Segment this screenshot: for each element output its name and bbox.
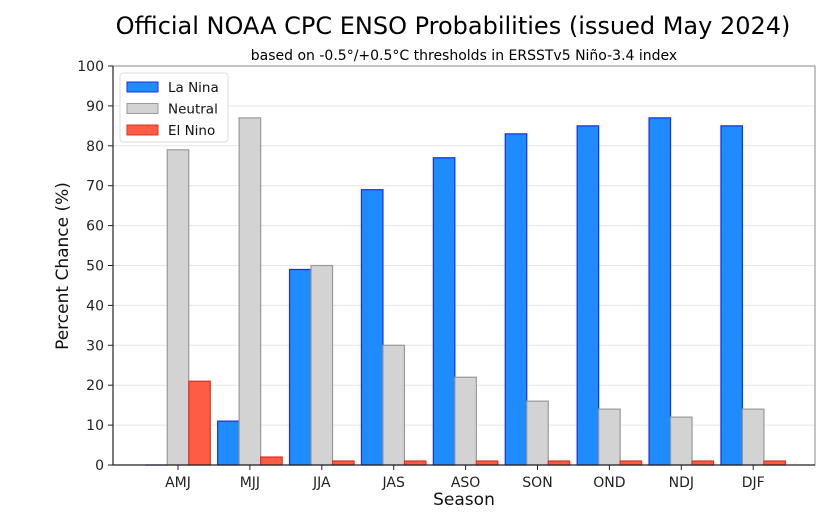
bar-la-nina-jja bbox=[288, 268, 312, 466]
y-axis-ticks: 0 10 20 30 40 50 60 70 80 90 100 bbox=[77, 59, 113, 474]
x-tick-label: SON bbox=[522, 475, 552, 491]
y-tick-label: 20 bbox=[86, 378, 104, 394]
bar-neutral-djf bbox=[741, 408, 765, 466]
y-tick-label: 30 bbox=[86, 338, 104, 354]
y-tick-label: 10 bbox=[86, 418, 104, 434]
bar-el-nino-amj bbox=[188, 380, 211, 466]
y-tick-label: 60 bbox=[86, 219, 104, 235]
bar-el-nino-mjj bbox=[260, 456, 283, 466]
y-tick-label: 0 bbox=[95, 458, 104, 474]
bar-neutral-jas bbox=[382, 344, 406, 466]
chart-subtitle: based on -0.5°/+0.5°C thresholds in ERSS… bbox=[251, 48, 677, 64]
y-axis-label: Percent Chance (%) bbox=[53, 182, 73, 350]
legend-label: La Nina bbox=[168, 80, 219, 96]
x-tick-label: MJJ bbox=[240, 475, 260, 491]
chart-title: Official NOAA CPC ENSO Probabilities (is… bbox=[116, 12, 791, 40]
bar-la-nina-aso bbox=[432, 157, 456, 466]
legend-label: Neutral bbox=[168, 102, 218, 118]
bar-la-nina-ndj bbox=[648, 117, 672, 466]
legend-swatch-neutral bbox=[126, 103, 159, 114]
bar-neutral-amj bbox=[166, 149, 190, 466]
y-tick-label: 90 bbox=[86, 99, 104, 115]
y-tick-label: 80 bbox=[86, 139, 104, 155]
bar-neutral-jja bbox=[310, 264, 334, 466]
x-axis-label: Season bbox=[433, 490, 495, 510]
x-tick-label: JJA bbox=[312, 475, 331, 491]
bars bbox=[145, 117, 787, 466]
x-tick-label: OND bbox=[593, 475, 625, 491]
bar-neutral-aso bbox=[454, 376, 477, 466]
bar-la-nina-son bbox=[504, 133, 528, 466]
y-tick-label: 40 bbox=[86, 298, 104, 314]
bar-la-nina-djf bbox=[720, 125, 744, 466]
y-tick-label: 100 bbox=[77, 59, 104, 75]
bar-neutral-mjj bbox=[238, 117, 262, 466]
y-tick-label: 50 bbox=[86, 259, 104, 275]
gridlines bbox=[113, 105, 815, 426]
bar-neutral-son bbox=[526, 400, 549, 466]
bar-neutral-ond bbox=[598, 408, 621, 466]
x-tick-label: JAS bbox=[382, 475, 405, 491]
legend-label: El Nino bbox=[168, 123, 215, 139]
bar-la-nina-jas bbox=[360, 189, 384, 466]
legend: La Nina Neutral El Nino bbox=[119, 72, 229, 143]
x-tick-label: AMJ bbox=[165, 475, 191, 491]
bar-neutral-ndj bbox=[669, 416, 693, 466]
bar-la-nina-ond bbox=[576, 125, 600, 466]
bar-la-nina-mjj bbox=[217, 420, 240, 466]
x-tick-label: DJF bbox=[742, 475, 765, 491]
x-axis-ticks: AMJ MJJ JJA JAS ASO SON OND NDJ DJF bbox=[165, 465, 765, 491]
x-tick-label: ASO bbox=[451, 475, 480, 491]
y-tick-label: 70 bbox=[86, 179, 104, 195]
legend-swatch-la-nina bbox=[126, 81, 159, 93]
legend-swatch-el-nino bbox=[126, 124, 159, 136]
x-tick-label: NDJ bbox=[669, 475, 694, 491]
